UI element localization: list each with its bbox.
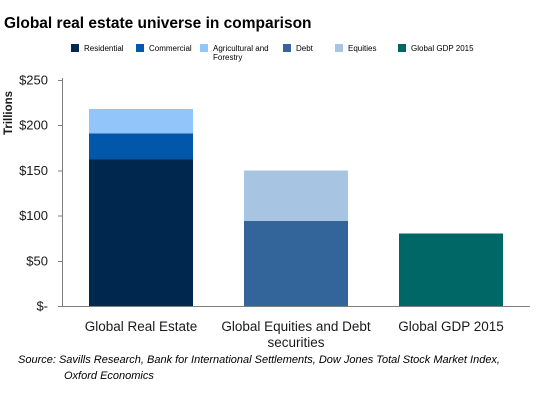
legend-label: Commercial — [149, 44, 192, 53]
y-axis-label: Trillions — [3, 91, 15, 135]
y-tick-label: $50 — [26, 253, 48, 268]
y-tick-label: $100 — [19, 208, 48, 223]
x-category-label: Global Real Estate — [85, 319, 198, 334]
source-note: Source: Savills Research, Bank for Inter… — [18, 354, 500, 382]
x-category-label: Global GDP 2015 — [398, 319, 504, 334]
bar-segment — [89, 159, 193, 306]
bar-segment — [244, 170, 348, 222]
legend-label: Agricultural and — [213, 44, 269, 53]
y-tick-label: $150 — [19, 163, 48, 178]
legend-swatch — [335, 44, 343, 52]
legend-label: Debt — [296, 44, 314, 53]
chart-title: Global real estate universe in compariso… — [4, 15, 312, 32]
x-category-label: Global Equities and Debt — [221, 319, 371, 334]
legend-swatch — [200, 44, 208, 52]
bar-segment — [399, 233, 503, 306]
y-tick-label: $200 — [19, 118, 48, 133]
y-tick-label: $- — [36, 299, 48, 314]
source-line: Oxford Economics — [64, 370, 154, 382]
bar-segment — [89, 133, 193, 160]
bar-segment — [244, 221, 348, 306]
legend-label: Residential — [84, 44, 124, 53]
y-axis-ticks: $- $50 $100 $150 $200 $250 — [19, 73, 63, 314]
y-tick-label: $250 — [19, 73, 48, 88]
legend-label: Forestry — [213, 53, 242, 62]
x-axis-labels: Global Real Estate Global Equities and De… — [85, 319, 504, 350]
bars — [89, 108, 503, 306]
bar-segment — [89, 108, 193, 134]
legend-swatch — [283, 44, 291, 52]
source-line: Source: Savills Research, Bank for Inter… — [18, 354, 500, 366]
legend-swatch — [398, 44, 406, 52]
legend-swatch — [136, 44, 144, 52]
legend-label: Equities — [348, 44, 376, 53]
x-category-label: securities — [267, 335, 324, 350]
legend-label: Global GDP 2015 — [411, 44, 474, 53]
legend-swatch — [71, 44, 79, 52]
legend: Residential Commercial Agricultural andFor… — [71, 44, 474, 62]
